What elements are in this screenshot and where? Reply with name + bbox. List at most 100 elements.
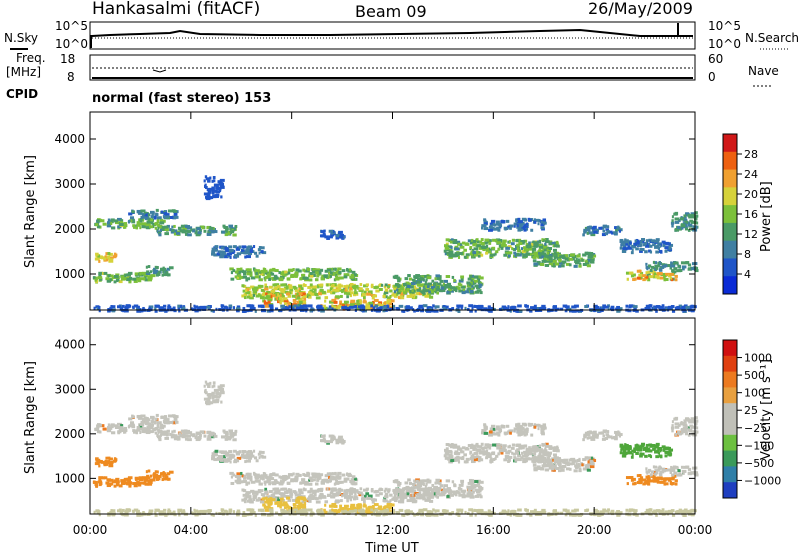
velocity-cell [682,471,685,475]
velocity-cell [474,480,479,484]
velocity-cell [542,423,547,427]
power-cell [658,268,663,272]
power-cell [388,299,392,303]
power-cell [445,285,449,289]
velocity-cell [534,459,539,463]
velocity-cell [681,469,687,473]
power-cell [245,288,250,292]
power-cell [143,213,147,217]
power-cell [152,271,157,275]
velocity-cell [482,452,486,456]
velocity-cell [623,451,627,455]
power-cell [538,248,542,252]
power-cell [414,295,418,299]
velocity-cell [143,430,146,434]
power-cell [248,294,253,298]
power-cell [372,294,378,298]
power-cell [261,273,265,277]
velocity-cell [156,421,162,425]
power-cell [528,241,531,245]
velocity-cell [669,477,674,481]
velocity-cell [523,453,526,457]
power-cell [263,301,269,305]
power-cell [307,295,312,299]
velocity-cell [218,455,224,459]
power-cell [460,277,464,281]
velocity-cell [650,443,656,447]
velocity-cell [669,470,673,474]
velocity-cell [674,482,678,486]
velocity-cell [481,429,486,433]
power-cell [299,277,303,281]
velocity-cell [127,476,133,480]
power-cell [516,247,520,251]
velocity-cell [296,504,300,508]
power-cell [102,271,106,275]
velocity-cell [154,431,158,435]
velocity-cell [356,505,362,509]
power-cell [671,215,674,219]
power-cell [633,306,637,310]
velocity-cell [366,496,371,500]
velocity-cell [264,491,269,495]
power-cell [529,309,533,313]
power-cell [692,214,696,218]
velocity-cell [280,493,286,497]
velocity-cell [257,497,261,501]
power-cell [331,267,335,271]
power-cell [478,253,484,257]
power-cell [380,283,384,287]
power-cell [633,242,637,246]
velocity-cell [405,485,410,489]
velocity-cell [648,479,654,483]
power-cell [540,306,543,310]
power-cell [173,224,176,228]
power-cell [228,224,234,228]
power-cell [261,246,265,250]
velocity-cell [438,493,443,497]
power-cell [482,248,486,252]
power-cell [640,276,643,280]
power-cell [591,226,596,230]
power-cell [136,210,139,214]
power-cell [645,265,651,269]
power-cell [393,290,397,294]
power-cell [566,258,570,262]
velocity-cell [236,480,239,484]
power-cell [229,255,232,259]
velocity-cell [513,456,517,460]
colorbar-tick-label: 12 [744,228,758,241]
power-cell [149,220,154,224]
power-cell [517,228,522,232]
velocity-cell [235,451,241,455]
power-cell [588,231,593,235]
power-cell [115,273,120,277]
velocity-cell [94,462,100,466]
power-cell [579,263,582,267]
velocity-cell [525,432,529,436]
power-cell [469,289,474,293]
power-cell [107,218,111,222]
velocity-cell [399,500,405,504]
power-cell [647,270,651,274]
velocity-cell [541,442,544,446]
power-cell [129,216,135,220]
velocity-cell [552,453,557,457]
velocity-cell [261,474,265,478]
power-cell [683,215,687,219]
power-cell [125,304,131,308]
power-cell [234,275,238,279]
velocity-cell [128,481,133,485]
velocity-cell [435,478,440,482]
power-cell [219,178,225,182]
power-cell [418,287,422,291]
velocity-cell [516,451,520,455]
velocity-cell [450,443,454,447]
power-cell [539,255,544,259]
velocity-cell [427,489,430,493]
power-cell [515,219,518,223]
power-cell [170,228,175,232]
power-cell [241,284,245,288]
power-cell [619,238,624,242]
power-cell [345,284,351,288]
